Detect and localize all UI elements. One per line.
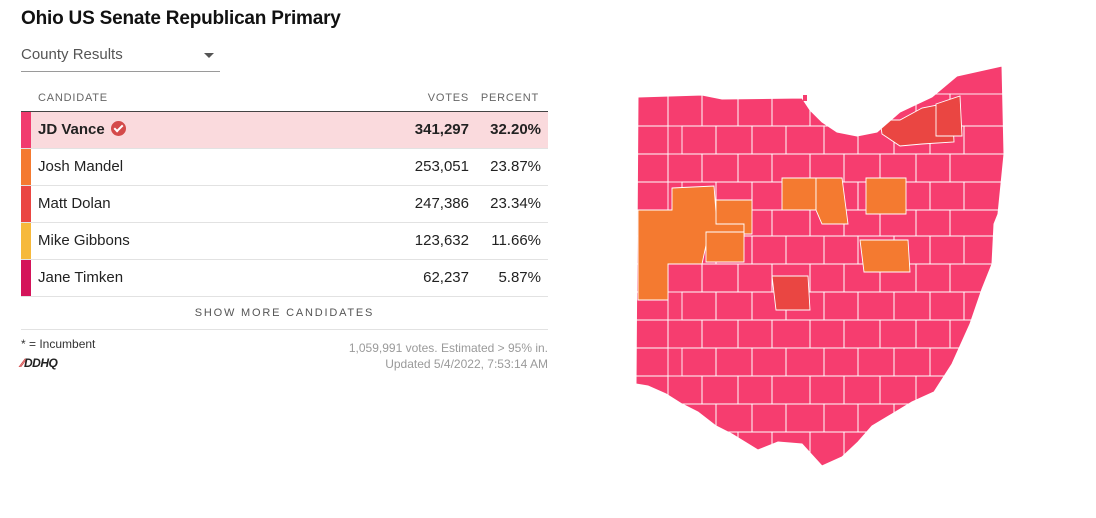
county-shape — [636, 403, 669, 433]
ddhq-logo: ⁄⁄DDHQ — [21, 356, 58, 370]
county-shape — [667, 431, 703, 466]
incumbent-note: * = Incumbent — [21, 337, 96, 351]
county-shape — [963, 403, 1004, 433]
candidate-votes: 341,297 — [414, 121, 469, 138]
ohio-county-map — [632, 64, 1008, 468]
results-meta: 1,059,991 votes. Estimated > 95% in. Upd… — [349, 340, 548, 372]
county-shape — [963, 347, 1004, 377]
candidate-name: Jane Timken — [38, 269, 124, 286]
results-table: CANDIDATE VOTES PERCENT JD Vance 341,297… — [21, 86, 548, 330]
county-highlight — [705, 231, 745, 263]
candidate-color-swatch — [21, 112, 31, 148]
candidate-color-swatch — [21, 149, 31, 185]
candidate-percent: 23.87% — [490, 158, 541, 175]
header-percent: PERCENT — [480, 92, 539, 104]
candidate-name: JD Vance — [38, 121, 126, 138]
candidate-percent: 32.20% — [490, 121, 541, 138]
county-highlight — [935, 95, 963, 137]
lake-island — [803, 95, 807, 101]
dropdown-selected-value: County Results — [21, 46, 123, 63]
county-shape — [949, 431, 1004, 466]
page-title: Ohio US Senate Republican Primary — [21, 8, 341, 29]
county-highlight — [865, 177, 907, 215]
candidate-percent: 5.87% — [498, 269, 541, 286]
county-shape — [701, 431, 739, 466]
winner-check-icon — [110, 121, 126, 136]
chevron-down-icon — [204, 53, 214, 58]
header-votes: VOTES — [427, 92, 469, 104]
county-shape — [915, 431, 951, 466]
county-highlight — [859, 239, 911, 273]
county-shape — [879, 431, 917, 466]
candidate-color-swatch — [21, 260, 31, 296]
candidate-row-vance: JD Vance 341,297 32.20% — [21, 112, 548, 149]
candidate-votes: 62,237 — [423, 269, 469, 286]
county-highlight — [771, 275, 811, 311]
candidate-name-text: JD Vance — [38, 121, 105, 138]
candidate-row-gibbons: Mike Gibbons 123,632 11.66% — [21, 223, 548, 260]
candidate-row-mandel: Josh Mandel 253,051 23.87% — [21, 149, 548, 186]
candidate-name: Mike Gibbons — [38, 232, 130, 249]
county-highlight — [815, 177, 849, 225]
show-more-candidates-button[interactable]: SHOW MORE CANDIDATES — [21, 297, 548, 330]
logo-mark-icon: ⁄⁄ — [21, 356, 25, 370]
header-candidate: CANDIDATE — [38, 92, 108, 104]
candidate-votes: 247,386 — [414, 195, 469, 212]
candidate-percent: 23.34% — [490, 195, 541, 212]
candidate-color-swatch — [21, 223, 31, 259]
candidate-row-timken: Jane Timken 62,237 5.87% — [21, 260, 548, 297]
updated-timestamp: Updated 5/4/2022, 7:53:14 AM — [385, 357, 548, 371]
candidate-votes: 253,051 — [414, 158, 469, 175]
logo-text: DDHQ — [24, 356, 58, 370]
county-highlight — [879, 101, 955, 147]
candidate-votes: 123,632 — [414, 232, 469, 249]
county-shape — [949, 375, 1004, 405]
candidate-name: Josh Mandel — [38, 158, 124, 175]
county-shape — [636, 431, 669, 466]
votes-estimate: 1,059,991 votes. Estimated > 95% in. — [348, 341, 548, 355]
candidate-color-swatch — [21, 186, 31, 222]
results-type-dropdown[interactable]: County Results — [21, 42, 220, 72]
candidate-name: Matt Dolan — [38, 195, 111, 212]
candidate-percent: 11.66% — [491, 232, 541, 249]
county-shape — [843, 93, 881, 127]
county-highlight — [781, 177, 817, 211]
county-shape — [929, 403, 965, 433]
candidate-row-dolan: Matt Dolan 247,386 23.34% — [21, 186, 548, 223]
county-winner-overlay — [637, 95, 963, 311]
ohio-outline — [635, 65, 1005, 467]
table-header: CANDIDATE VOTES PERCENT — [21, 86, 548, 112]
